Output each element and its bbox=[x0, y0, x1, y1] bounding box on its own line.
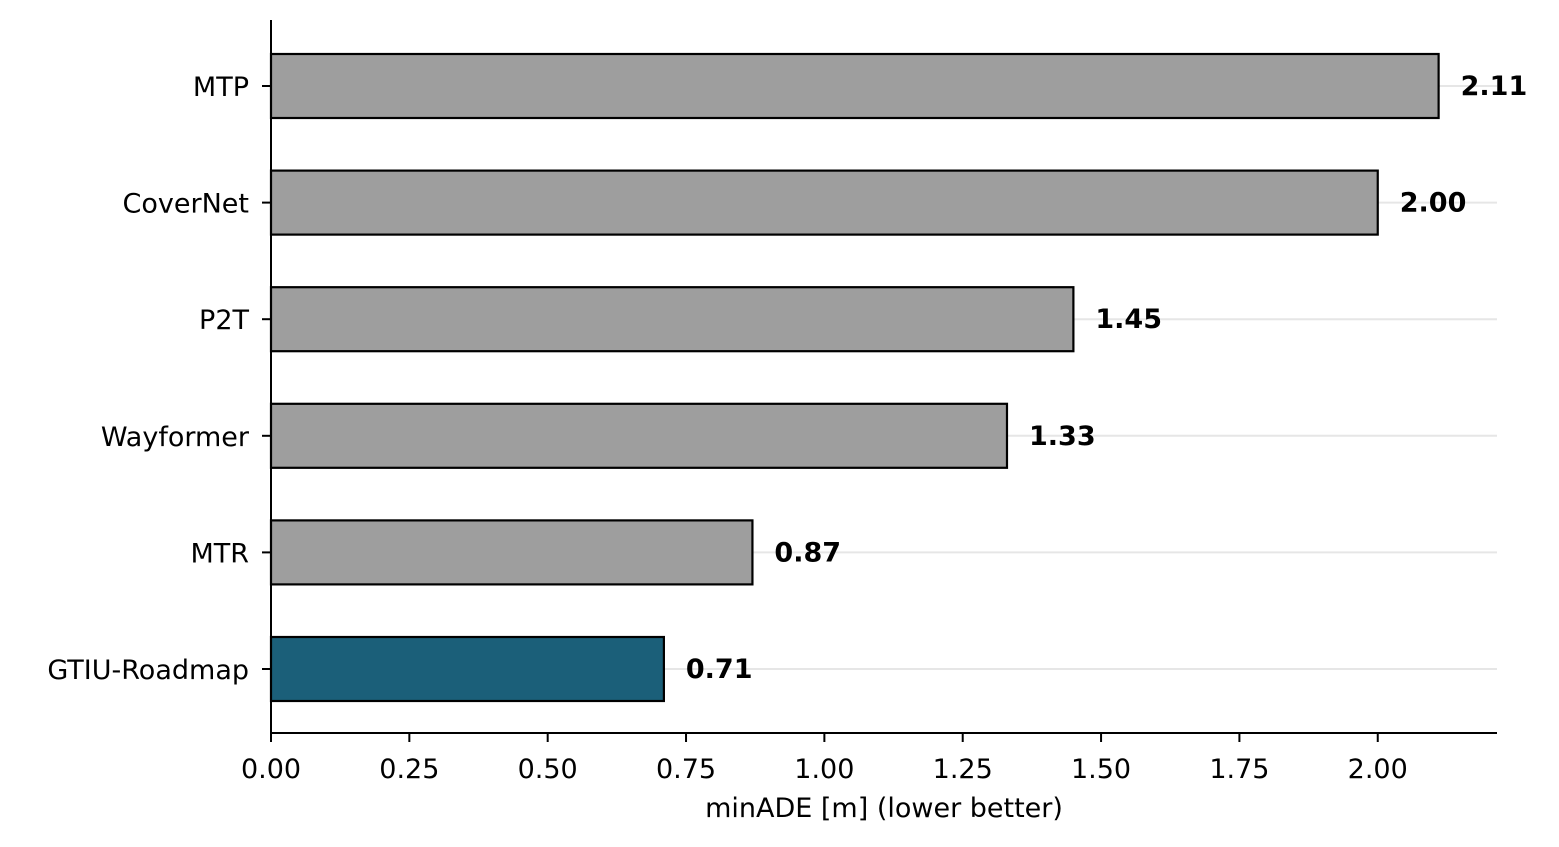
bar-mtp bbox=[269, 52, 1440, 120]
bar-p2t bbox=[269, 286, 1075, 353]
x-tick-label: 0.75 bbox=[656, 754, 716, 785]
category-label: GTIU-Roadmap bbox=[47, 655, 249, 686]
x-tick-label: 2.00 bbox=[1348, 754, 1408, 785]
value-label: 2.11 bbox=[1461, 71, 1528, 102]
labels: 2.11 MTP 2.00 CoverNet 1.45 P2T 1.33 Wayformer 0… bbox=[47, 71, 1527, 785]
x-tick-label: 1.25 bbox=[933, 754, 993, 785]
x-tick-label: 0.00 bbox=[241, 754, 301, 785]
x-tick-label: 1.75 bbox=[1209, 754, 1269, 785]
bars bbox=[269, 52, 1440, 703]
bar-wayformer bbox=[269, 402, 1009, 469]
category-label: Wayformer bbox=[101, 422, 250, 453]
value-label: 1.33 bbox=[1029, 421, 1096, 452]
x-tick-label: 0.50 bbox=[518, 754, 578, 785]
value-label: 0.71 bbox=[686, 654, 753, 685]
value-label: 0.87 bbox=[774, 537, 841, 568]
axes bbox=[270, 20, 1497, 734]
value-label: 1.45 bbox=[1095, 304, 1162, 335]
category-label: P2T bbox=[199, 305, 249, 336]
category-label: CoverNet bbox=[123, 189, 249, 220]
bar-gtiu-roadmap bbox=[269, 635, 665, 703]
value-label: 2.00 bbox=[1400, 188, 1467, 219]
x-tick-label: 1.00 bbox=[794, 754, 854, 785]
bar-covernet bbox=[269, 169, 1379, 236]
category-label: MTP bbox=[193, 72, 249, 103]
x-tick-label: 0.25 bbox=[379, 754, 439, 785]
category-label: MTR bbox=[190, 538, 249, 569]
bar-mtr bbox=[269, 519, 754, 586]
x-tick-label: 1.50 bbox=[1071, 754, 1131, 785]
x-axis-title: minADE [m] (lower better) bbox=[705, 793, 1063, 824]
